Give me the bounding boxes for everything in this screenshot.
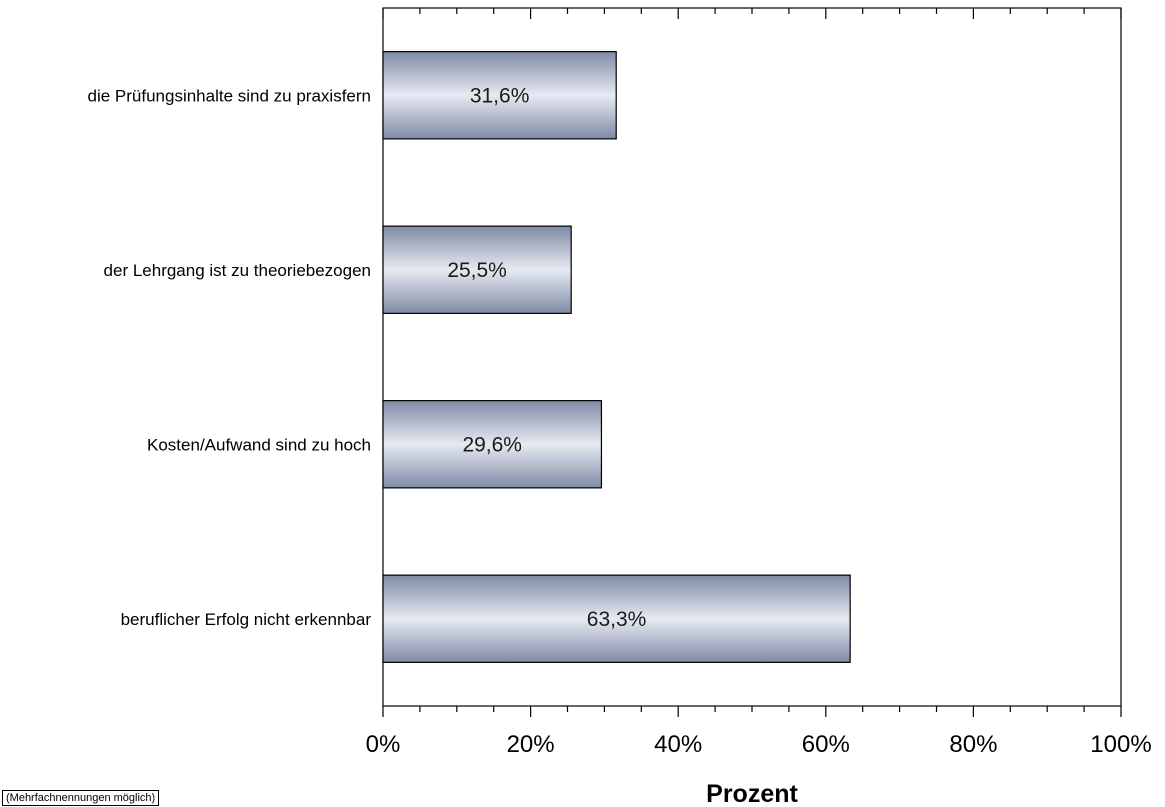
bar-value-label: 25,5% <box>447 259 507 282</box>
bar-value-label: 31,6% <box>470 84 530 107</box>
x-tick-label: 0% <box>366 731 401 758</box>
x-tick-label: 20% <box>507 731 555 758</box>
x-tick-label: 60% <box>802 731 850 758</box>
footnote: (Mehrfachnennungen möglich) <box>2 790 160 806</box>
bar-value-label: 63,3% <box>587 608 647 631</box>
x-axis-title: Prozent <box>706 780 798 807</box>
x-tick-label: 80% <box>949 731 997 758</box>
bar-value-label: 29,6% <box>462 433 522 456</box>
x-tick-label: 40% <box>654 731 702 758</box>
category-label: der Lehrgang ist zu theoriebezogen <box>104 261 371 280</box>
category-label: Kosten/Aufwand sind zu hoch <box>147 435 371 454</box>
category-label: beruflicher Erfolg nicht erkennbar <box>121 610 372 629</box>
bars: 31,6% die Prüfungsinhalte sind zu praxisf… <box>88 51 851 663</box>
bar <box>382 574 851 663</box>
category-label: die Prüfungsinhalte sind zu praxisfern <box>88 86 372 105</box>
x-tick-label: 100% <box>1090 731 1151 758</box>
bar <box>382 51 617 140</box>
bar <box>382 225 572 314</box>
bar <box>382 400 603 489</box>
x-axis-ticks: 0% 20% 40% 60% 80% 100% <box>366 8 1152 758</box>
